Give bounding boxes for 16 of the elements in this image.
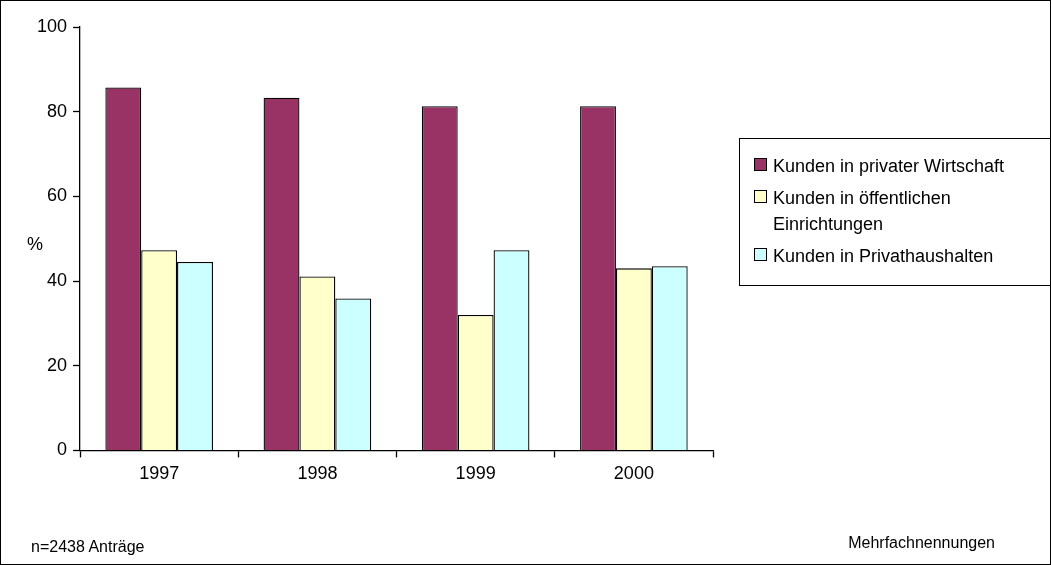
- text: n=2438 Anträge: [31, 538, 145, 556]
- y-tick-label: 60: [47, 185, 68, 206]
- y-tick-label: 80: [47, 100, 68, 121]
- legend-label: Kunden in Privathaushalten: [773, 245, 995, 268]
- x-tick-label: 1999: [455, 463, 496, 484]
- y-tick-label: 20: [47, 354, 68, 375]
- x-tick-label: 1998: [297, 463, 338, 484]
- x-tick-label: 2000: [613, 463, 654, 484]
- y-tick-label: 0: [57, 439, 68, 460]
- y-tick-label: 100: [36, 15, 68, 36]
- y-axis-title: %: [27, 234, 44, 255]
- legend-label: Kunden in öffentlichen Einrichtungen: [773, 187, 952, 236]
- text: Mehrfachnennungen: [848, 534, 995, 552]
- y-tick-label: 40: [47, 270, 68, 291]
- legend-label: Kunden in privater Wirtschaft: [773, 155, 1006, 178]
- x-tick-label: 1997: [139, 463, 180, 484]
